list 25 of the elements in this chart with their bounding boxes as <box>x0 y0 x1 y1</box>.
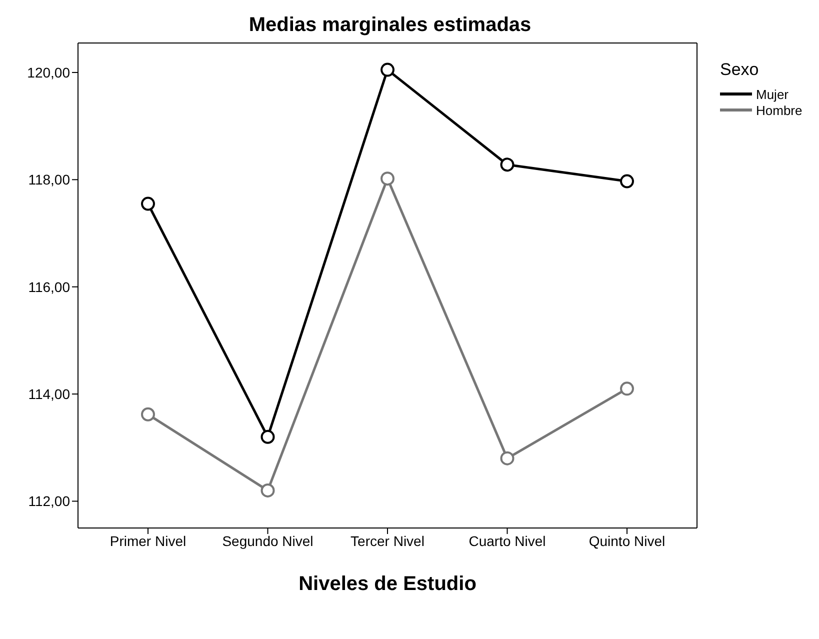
legend-title: Sexo <box>720 60 760 80</box>
legend-label: Mujer <box>756 86 789 102</box>
legend-label: Hombre <box>756 102 802 118</box>
y-tick-label: 120,00 <box>27 64 70 80</box>
y-tick-label: 112,00 <box>28 493 70 510</box>
point <box>500 158 514 172</box>
point <box>260 430 275 444</box>
point <box>141 407 155 422</box>
y-tick-label: 114,00 <box>28 386 70 402</box>
point <box>141 196 155 211</box>
x-tick-label: Tercer Nivel <box>350 532 424 549</box>
point <box>620 174 634 188</box>
x-tick-label: Primer Nivel <box>110 532 186 549</box>
point <box>380 172 394 186</box>
point <box>620 382 634 396</box>
point <box>260 483 275 498</box>
x-tick-label: Segundo Nivel <box>222 532 314 549</box>
x-tick-label: Quinto Nivel <box>588 532 666 549</box>
point <box>380 62 394 77</box>
point <box>500 451 514 466</box>
chart-title: Medias marginales estimadas <box>248 14 532 37</box>
x-axis-title: Niveles de Estudio <box>298 573 476 595</box>
y-tick-label: 116,00 <box>28 278 70 295</box>
x-tick-label: Cuarto Nivel <box>468 532 546 549</box>
y-tick-label: 118,00 <box>28 172 70 188</box>
